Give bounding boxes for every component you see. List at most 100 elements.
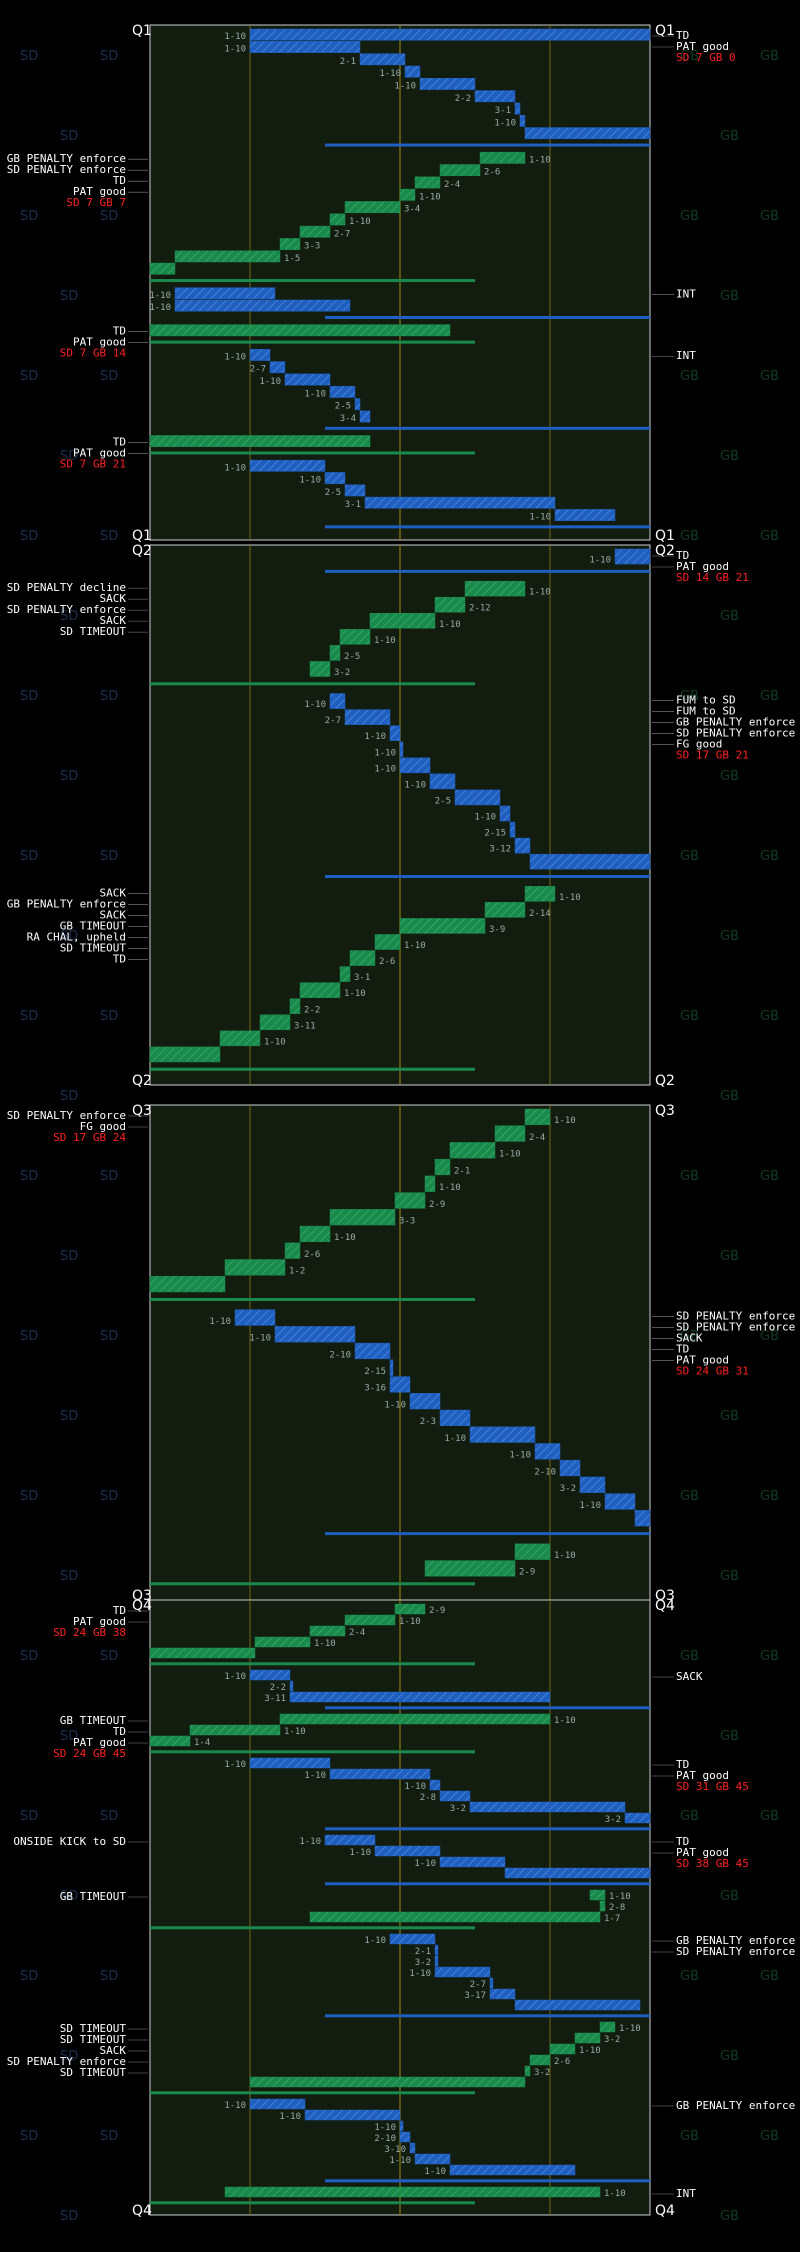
play-bar xyxy=(479,151,526,164)
play-bar xyxy=(249,2076,526,2088)
down-label: 1-10 xyxy=(619,2024,641,2034)
play-bar xyxy=(524,127,651,140)
event-label: RA CHAL, upheld xyxy=(27,930,126,943)
event-label: TD xyxy=(676,29,689,42)
watermark-gb: GB xyxy=(720,1089,739,1104)
watermark-gb: GB xyxy=(720,129,739,144)
drive-gb: 1-102-62-41-103-41-102-73-31-5GB PENALTY… xyxy=(7,151,551,283)
score-label: SD 31 GB 45 xyxy=(676,1780,749,1793)
down-label: 1-10 xyxy=(304,389,326,399)
drive-sd: 1-10 1-10 INT xyxy=(149,287,696,319)
event-label: SACK xyxy=(100,908,127,921)
play-bar xyxy=(369,612,436,629)
quarter-label: Q4 xyxy=(655,2203,675,2219)
drive-gb: 1-10 2-4 1-10 2-1 1-10 2-9 3-3 1-10 2-6 1-2 SD PEN… xyxy=(7,1108,576,1301)
play-bar xyxy=(309,661,331,677)
possession-line xyxy=(325,1827,650,1831)
watermark-gb: GB xyxy=(720,449,739,464)
possession-line xyxy=(325,525,650,529)
down-label: 1-10 xyxy=(604,2189,626,2199)
event-label: SD PENALTY enforce xyxy=(7,2055,126,2068)
possession-line xyxy=(325,875,650,879)
watermark-gb: GB xyxy=(680,849,699,864)
play-bar xyxy=(339,966,351,982)
down-label: 2-9 xyxy=(429,1606,445,1616)
watermark-sd: SD xyxy=(60,1089,78,1104)
watermark-sd: SD xyxy=(60,1249,78,1264)
play-bar xyxy=(309,1625,346,1637)
watermark-gb: GB xyxy=(720,769,739,784)
down-label: 1-10 xyxy=(344,989,366,999)
play-bar xyxy=(439,1790,471,1802)
event-label: TD xyxy=(113,174,126,187)
play-bar xyxy=(399,2131,411,2143)
down-label: 3-2 xyxy=(560,1484,576,1494)
score-label: SD 14 GB 21 xyxy=(676,571,749,584)
watermark-sd: SD xyxy=(100,1329,118,1344)
down-label: 2-6 xyxy=(484,168,500,178)
play-bar xyxy=(524,886,556,902)
play-bar xyxy=(344,484,366,497)
play-bar xyxy=(559,1459,581,1477)
watermark-gb: GB xyxy=(680,2129,699,2144)
watermark-sd: SD xyxy=(100,1009,118,1024)
play-bar xyxy=(289,1680,294,1692)
score-label: SD 7 GB 21 xyxy=(60,457,126,470)
play-bar xyxy=(399,741,404,758)
watermark-sd: SD xyxy=(20,689,38,704)
quarter-label: Q2 xyxy=(655,543,675,559)
play-bar xyxy=(434,1944,439,1956)
play-bar xyxy=(509,821,516,838)
play-bar xyxy=(404,65,421,78)
play-bar xyxy=(174,287,276,300)
down-label: 1-10 xyxy=(444,1434,466,1444)
play-bar xyxy=(599,1900,606,1912)
watermark-sd: SD xyxy=(20,1969,38,1984)
event-label: SD TIMEOUT xyxy=(60,625,127,638)
down-label: 1-10 xyxy=(224,2101,246,2111)
watermark-gb: GB xyxy=(760,1649,779,1664)
play-bar xyxy=(424,1560,516,1577)
event-label: GB PENALTY enforce xyxy=(676,2099,795,2112)
watermark-sd: SD xyxy=(20,1809,38,1824)
down-label: 1-10 xyxy=(349,1848,371,1858)
play-bar xyxy=(329,1209,396,1226)
down-label: 1-10 xyxy=(529,513,551,523)
down-label: 1-10 xyxy=(404,780,426,790)
play-bar xyxy=(149,324,451,337)
play-bar xyxy=(524,1108,551,1125)
watermark-gb: GB xyxy=(680,1649,699,1664)
play-bar xyxy=(409,2142,416,2154)
down-label: 1-10 xyxy=(394,81,416,91)
play-bar xyxy=(529,853,651,870)
score-label: SD 24 GB 38 xyxy=(53,1626,126,1639)
play-bar xyxy=(254,1636,311,1648)
down-label: 3-12 xyxy=(489,845,511,855)
play-bar xyxy=(504,1867,651,1879)
quarter-label: Q1 xyxy=(132,528,152,544)
play-bar xyxy=(429,1779,441,1791)
play-bar xyxy=(279,1713,551,1725)
down-label: 2-1 xyxy=(454,1166,470,1176)
down-label: 1-10 xyxy=(439,1183,461,1193)
down-label: 2-2 xyxy=(304,1005,320,1015)
down-label: 2-5 xyxy=(344,652,360,662)
watermark-sd: SD xyxy=(20,529,38,544)
watermark-gb: GB xyxy=(720,289,739,304)
score-label: SD 38 GB 45 xyxy=(676,1857,749,1870)
drive-gb: 1-10 2-12 1-10 1-10 2-5 3-2 SD PENALTY decline… xyxy=(7,580,551,686)
down-label: 1-10 xyxy=(554,1716,576,1726)
play-bar xyxy=(354,398,361,411)
watermark-gb: GB xyxy=(760,1009,779,1024)
down-label: 1-10 xyxy=(389,2156,411,2166)
down-label: 3-1 xyxy=(345,500,361,510)
quarter-label: Q2 xyxy=(132,543,152,559)
watermark-gb: GB xyxy=(680,209,699,224)
play-bar xyxy=(279,238,301,250)
play-bar xyxy=(344,709,391,725)
event-label: SD TIMEOUT xyxy=(60,2066,127,2079)
watermark-gb: GB xyxy=(680,1809,699,1824)
down-label: 2-3 xyxy=(420,1417,436,1427)
quarter-label: Q4 xyxy=(655,1598,675,1614)
